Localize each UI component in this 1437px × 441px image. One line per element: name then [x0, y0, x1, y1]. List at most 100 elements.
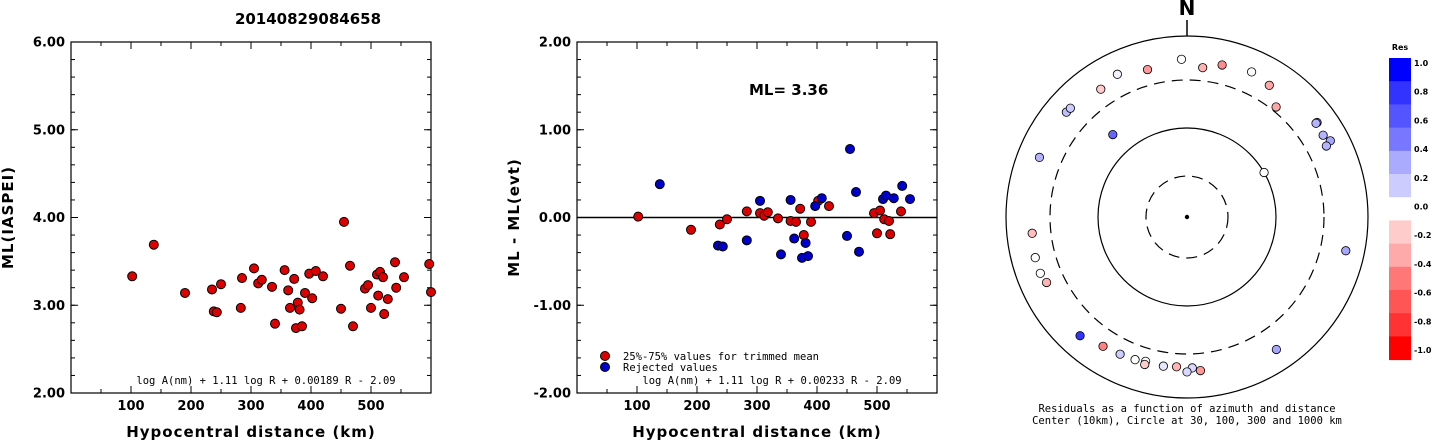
- colorbar-cell: [1389, 58, 1411, 82]
- data-point: [267, 281, 277, 292]
- rejected-point: [888, 193, 899, 204]
- colorbar-cell: [1389, 313, 1411, 337]
- data-point: [399, 272, 409, 283]
- trimmed-point: [795, 203, 806, 214]
- figure-title: 20140829084658: [235, 10, 381, 28]
- y-tick-label: 3.00: [33, 299, 65, 314]
- ml-vs-distance-panel: 100 200 300 400 500 2.00 3.00 4.00 5.00 6.00 log…: [0, 36, 436, 441]
- data-points: [633, 144, 915, 263]
- x-tick-label: 100: [117, 399, 144, 414]
- station-point: [1075, 331, 1085, 341]
- rejected-point: [800, 237, 811, 248]
- north-label: N: [1179, 0, 1196, 20]
- data-points: [127, 216, 436, 334]
- caption-line-1: Residuals as a function of azimuth and d…: [1038, 403, 1335, 415]
- colorbar-cell: [1389, 243, 1411, 268]
- colorbar-cell: [1389, 220, 1411, 245]
- data-point: [270, 318, 280, 329]
- data-point: [249, 263, 259, 274]
- magnitude-formula: log A(nm) + 1.11 log R + 0.00189 R - 2.0…: [136, 375, 395, 387]
- rejected-point: [816, 193, 827, 204]
- station-points: [1027, 54, 1351, 377]
- data-point: [216, 279, 226, 290]
- magnitude-formula: log A(nm) + 1.11 log R + 0.00233 R - 2.0…: [642, 375, 901, 387]
- rejected-point: [803, 251, 813, 262]
- trimmed-point: [884, 216, 894, 227]
- y-tick-label: 2.00: [539, 36, 571, 51]
- y-tick-label: -2.00: [534, 387, 571, 402]
- colorbar-cell: [1389, 197, 1411, 221]
- data-point: [237, 273, 247, 284]
- data-point: [256, 274, 267, 285]
- trimmed-point: [686, 224, 696, 235]
- station-point: [1176, 54, 1187, 64]
- trimmed-point: [806, 216, 816, 227]
- station-point: [1035, 268, 1045, 278]
- station-point: [1198, 63, 1208, 73]
- data-point: [211, 307, 222, 318]
- x-tick-label: 100: [623, 399, 650, 414]
- ring-30km: [1145, 175, 1229, 259]
- station-point: [1034, 152, 1045, 162]
- station-point: [1246, 67, 1257, 77]
- data-point: [283, 285, 294, 296]
- trimmed-point: [885, 229, 896, 240]
- data-point: [300, 287, 310, 298]
- distance-rings: [1005, 35, 1369, 399]
- rejected-point: [854, 246, 864, 257]
- trimmed-point: [824, 201, 834, 212]
- station-point: [1142, 64, 1153, 75]
- colorbar-label: 0.8: [1414, 88, 1429, 97]
- ring-300km: [1049, 79, 1325, 355]
- rejected-point: [755, 195, 765, 206]
- rejected-point: [654, 179, 665, 190]
- data-point: [339, 216, 349, 227]
- y-axis-label: ML - ML(evt): [505, 158, 523, 276]
- colorbar-cell: [1389, 127, 1411, 152]
- station-point: [1112, 69, 1122, 79]
- rejected-point: [842, 230, 852, 241]
- station-point: [1041, 277, 1052, 288]
- y-tick-label: 6.00: [33, 36, 65, 51]
- x-tick-label: 400: [297, 399, 324, 414]
- rejected-point: [776, 249, 786, 260]
- rejected-point: [810, 201, 821, 212]
- y-tick-label: 2.00: [33, 387, 65, 402]
- colorbar-label: 0.2: [1414, 174, 1428, 183]
- x-tick-label: 500: [863, 399, 890, 414]
- y-tick-label: 0.00: [539, 211, 571, 226]
- data-point: [289, 273, 300, 284]
- ml-value-label: ML= 3.36: [749, 81, 828, 99]
- station-point: [1108, 130, 1118, 140]
- legend-label-trimmed: 25%-75% values for trimmed mean: [623, 351, 819, 363]
- trimmed-point: [762, 207, 773, 218]
- station-point: [1321, 141, 1331, 151]
- station-point: [1030, 253, 1040, 263]
- legend: 25%-75% values for trimmed mean Rejected…: [600, 351, 819, 374]
- station-point: [1264, 80, 1274, 90]
- legend-label-rejected: Rejected values: [623, 362, 718, 374]
- station-point: [1140, 359, 1150, 370]
- rejected-point: [741, 235, 752, 246]
- colorbar-cell: [1389, 150, 1411, 175]
- data-point: [310, 266, 321, 277]
- ring-100km: [1097, 127, 1277, 307]
- station-point: [1115, 349, 1125, 359]
- data-point: [373, 290, 384, 301]
- rejected-point: [789, 233, 800, 244]
- x-tick-label: 300: [743, 399, 770, 414]
- data-point: [336, 303, 346, 314]
- y-tick-label: 4.00: [33, 211, 65, 226]
- data-point: [235, 302, 246, 313]
- plot-frame: [70, 41, 432, 394]
- station-point: [1171, 362, 1182, 372]
- rejected-point: [785, 194, 796, 205]
- colorbar-label: 1.0: [1414, 59, 1429, 68]
- x-axis-label: Hypocentral distance (km): [126, 423, 376, 441]
- x-ticks: 100 200 300 400 500: [606, 42, 908, 414]
- x-ticks: 100 200 300 400 500: [100, 42, 402, 414]
- station-point: [1271, 102, 1281, 112]
- data-point: [285, 302, 295, 313]
- station-point: [1130, 355, 1140, 365]
